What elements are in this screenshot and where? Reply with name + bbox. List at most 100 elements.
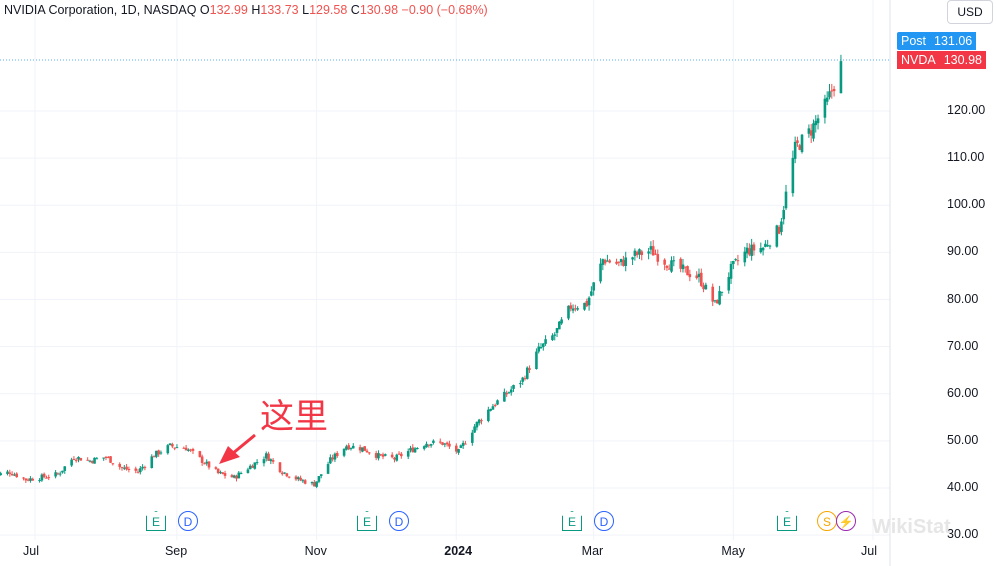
candle-up [102,457,105,461]
candle-body [38,480,41,482]
candle-down [303,479,307,485]
candle-down [569,302,573,312]
candle-down [184,444,188,451]
candle-body [299,477,302,481]
candle-body [649,246,653,250]
candle-body [454,445,458,452]
candle-up [619,258,623,266]
dividend-event-icon[interactable]: D [178,511,198,531]
candle-up [697,268,701,283]
candle-up [750,238,753,261]
candle-down [374,450,378,461]
candle-up [13,472,16,476]
candle-body [777,226,781,234]
candle-up [255,459,259,465]
earnings-event-icon[interactable]: E [777,511,797,531]
candle-body [551,335,554,341]
candle-body [150,456,154,468]
candle-body [79,458,83,461]
candle-body [553,334,557,336]
candle-down [104,455,108,461]
candle-body [828,91,831,98]
candle-body [832,88,836,92]
candle-down [809,124,813,143]
candle-up [599,258,602,284]
candle-body [120,467,124,469]
candle-up [58,471,62,477]
candle-up [333,452,337,463]
candle-down [299,475,302,482]
candle-down [796,136,799,147]
currency-button[interactable]: USD [947,0,993,24]
candle-body [74,460,78,462]
candle-body [216,468,220,474]
candle-up [606,254,609,262]
candle-body [267,453,270,461]
candle-up [315,481,318,489]
candle-up [555,327,559,338]
split-event-icon[interactable]: S [817,511,837,531]
candle-down [118,462,122,470]
earnings-event-icon[interactable]: E [146,511,166,531]
candle-body [315,481,318,487]
earnings-event-icon[interactable]: E [357,511,377,531]
candle-down [235,474,238,482]
candle-body [326,464,330,474]
candle-up [297,476,300,482]
candle-body [807,128,811,134]
candle-body [24,478,28,481]
candle-body [491,406,495,410]
candle-body [592,282,595,291]
candle-body [525,367,529,379]
dividend-event-icon[interactable]: D [594,511,614,531]
candle-down [127,466,131,473]
candle-body [166,445,170,454]
candle-body [839,61,843,94]
lightning-event-icon[interactable]: ⚡ [836,511,856,531]
candle-down [347,443,350,451]
candle-body [796,140,799,143]
candle-body [603,259,607,264]
candle-body [798,145,802,150]
candle-up [416,447,419,450]
candle-body [601,259,605,265]
candle-body [125,466,128,470]
candle-down [736,254,740,266]
candle-down [438,438,442,445]
candle-down [24,478,28,483]
candle-down [367,452,371,455]
candle-up [761,246,765,256]
candle-down [271,457,275,464]
candle-body [246,469,250,473]
candle-body [729,263,733,279]
candle-body [390,454,394,458]
candle-body [109,456,112,463]
candle-up [93,457,96,464]
candle-body [537,346,541,352]
candle-up [95,457,99,460]
candle-down [157,449,160,457]
candle-body [438,441,442,443]
candle-body [223,473,227,476]
candle-down [454,443,458,454]
candle-up [141,464,144,471]
candle-down [752,242,756,256]
candle-down [198,450,202,458]
candle-body [285,473,289,477]
candle-body [143,467,147,469]
candle-down [667,264,671,270]
candle-up [166,444,170,455]
candle-body [697,273,701,278]
candle-body [823,98,827,118]
candle-up [351,443,355,449]
dividend-event-icon[interactable]: D [389,511,409,531]
earnings-event-icon[interactable]: E [562,511,582,531]
candle-up [457,448,460,455]
candle-body [301,480,305,482]
candle-body [541,343,545,347]
last-value: 130.98 [939,51,986,69]
candle-up [745,242,749,259]
candle-up [812,119,815,142]
candle-up [168,443,172,446]
